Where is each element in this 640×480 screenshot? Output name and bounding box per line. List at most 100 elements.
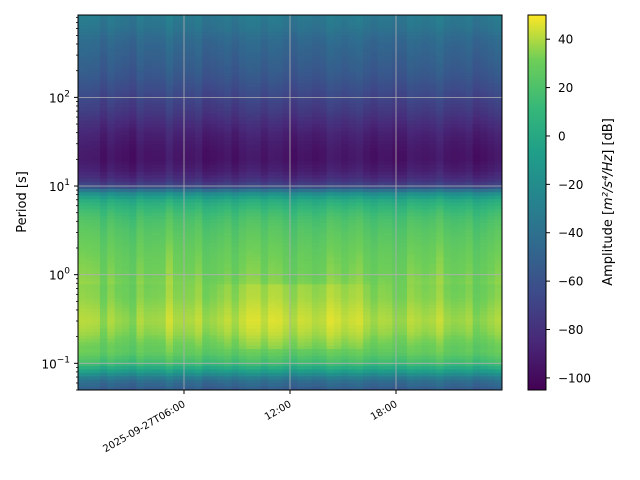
heatmap-cell	[143, 188, 152, 193]
heatmap-cell	[260, 161, 269, 166]
heatmap-cell	[107, 219, 116, 224]
heatmap-cell	[348, 267, 357, 272]
heatmap-cell	[275, 209, 284, 214]
heatmap-cell	[151, 127, 160, 132]
heatmap-cell	[290, 280, 298, 285]
heatmap-cell	[85, 93, 94, 98]
heatmap-cell	[136, 83, 145, 88]
heatmap-cell	[92, 144, 101, 149]
heatmap-cell	[260, 270, 269, 275]
heatmap-cell	[129, 107, 138, 112]
heatmap-cell	[143, 86, 152, 91]
heatmap-cell	[99, 342, 108, 347]
heatmap-cell	[355, 205, 364, 210]
heatmap-cell	[341, 141, 350, 146]
heatmap-cell	[311, 294, 320, 299]
heatmap-cell	[143, 134, 152, 139]
heatmap-cell	[297, 222, 306, 227]
heatmap-cell	[385, 93, 393, 98]
heatmap-cell	[136, 270, 145, 275]
heatmap-cell	[224, 182, 233, 187]
heatmap-cell	[238, 260, 247, 265]
heatmap-cell	[399, 318, 408, 323]
heatmap-cell	[275, 250, 284, 255]
heatmap-cell	[151, 168, 160, 173]
heatmap-cell	[129, 222, 138, 227]
heatmap-cell	[99, 79, 108, 84]
heatmap-cell	[311, 93, 320, 98]
heatmap-cell	[158, 270, 167, 275]
heatmap-cell	[385, 195, 393, 200]
heatmap-cell	[304, 83, 313, 88]
heatmap-cell	[121, 250, 130, 255]
heatmap-cell	[253, 195, 262, 200]
heatmap-cell	[99, 18, 108, 23]
heatmap-cell	[187, 372, 196, 377]
heatmap-cell	[202, 158, 211, 163]
heatmap-cell	[246, 205, 255, 210]
heatmap-cell	[282, 226, 291, 231]
heatmap-cell	[333, 120, 342, 125]
heatmap-cell	[187, 236, 196, 241]
heatmap-cell	[121, 216, 130, 221]
heatmap-cell	[238, 38, 247, 43]
heatmap-cell	[304, 297, 313, 302]
heatmap-cell	[311, 342, 320, 347]
heatmap-cell	[377, 144, 386, 149]
heatmap-cell	[253, 86, 262, 91]
heatmap-cell	[151, 100, 160, 105]
heatmap-cell	[311, 178, 320, 183]
heatmap-cell	[348, 66, 357, 71]
heatmap-cell	[78, 291, 86, 296]
heatmap-cell	[311, 284, 320, 289]
heatmap-cell	[158, 28, 167, 33]
heatmap-cell	[363, 18, 372, 23]
heatmap-cell	[282, 28, 291, 33]
heatmap-cell	[114, 18, 123, 23]
heatmap-cell	[275, 362, 284, 367]
heatmap-cell	[399, 130, 408, 135]
heatmap-cell	[399, 219, 408, 224]
heatmap-cell	[194, 90, 203, 95]
heatmap-cell	[121, 253, 130, 258]
heatmap-cell	[377, 209, 386, 214]
heatmap-cell	[231, 233, 240, 238]
heatmap-cell	[246, 243, 255, 248]
heatmap-cell	[326, 165, 335, 170]
heatmap-cell	[399, 171, 408, 176]
heatmap-cell	[355, 328, 364, 333]
heatmap-cell	[187, 147, 196, 152]
heatmap-cell	[99, 199, 108, 204]
heatmap-cell	[326, 124, 335, 129]
heatmap-cell	[187, 59, 196, 64]
heatmap-cell	[333, 18, 342, 23]
heatmap-cell	[173, 219, 181, 224]
heatmap-cell	[238, 161, 247, 166]
heatmap-cell	[355, 147, 364, 152]
heatmap-cell	[246, 202, 255, 207]
heatmap-cell	[202, 301, 211, 306]
heatmap-cell	[92, 376, 101, 381]
heatmap-cell	[165, 274, 174, 279]
heatmap-cell	[114, 72, 123, 77]
heatmap-cell	[253, 199, 262, 204]
heatmap-cell	[333, 185, 342, 190]
heatmap-cell	[173, 141, 181, 146]
heatmap-cell	[143, 45, 152, 50]
heatmap-cell	[406, 175, 415, 180]
heatmap-cell	[85, 383, 94, 388]
heatmap-cell	[202, 260, 211, 265]
heatmap-cell	[158, 25, 167, 30]
heatmap-cell	[92, 222, 101, 227]
heatmap-cell	[363, 79, 372, 84]
heatmap-cell	[341, 267, 350, 272]
heatmap-cell	[290, 147, 298, 152]
heatmap-cell	[194, 103, 203, 108]
heatmap-cell	[151, 280, 160, 285]
heatmap-cell	[319, 192, 328, 197]
heatmap-cell	[326, 263, 335, 268]
heatmap-cell	[260, 18, 269, 23]
heatmap-cell	[121, 318, 130, 323]
heatmap-cell	[92, 90, 101, 95]
heatmap-cell	[143, 315, 152, 320]
